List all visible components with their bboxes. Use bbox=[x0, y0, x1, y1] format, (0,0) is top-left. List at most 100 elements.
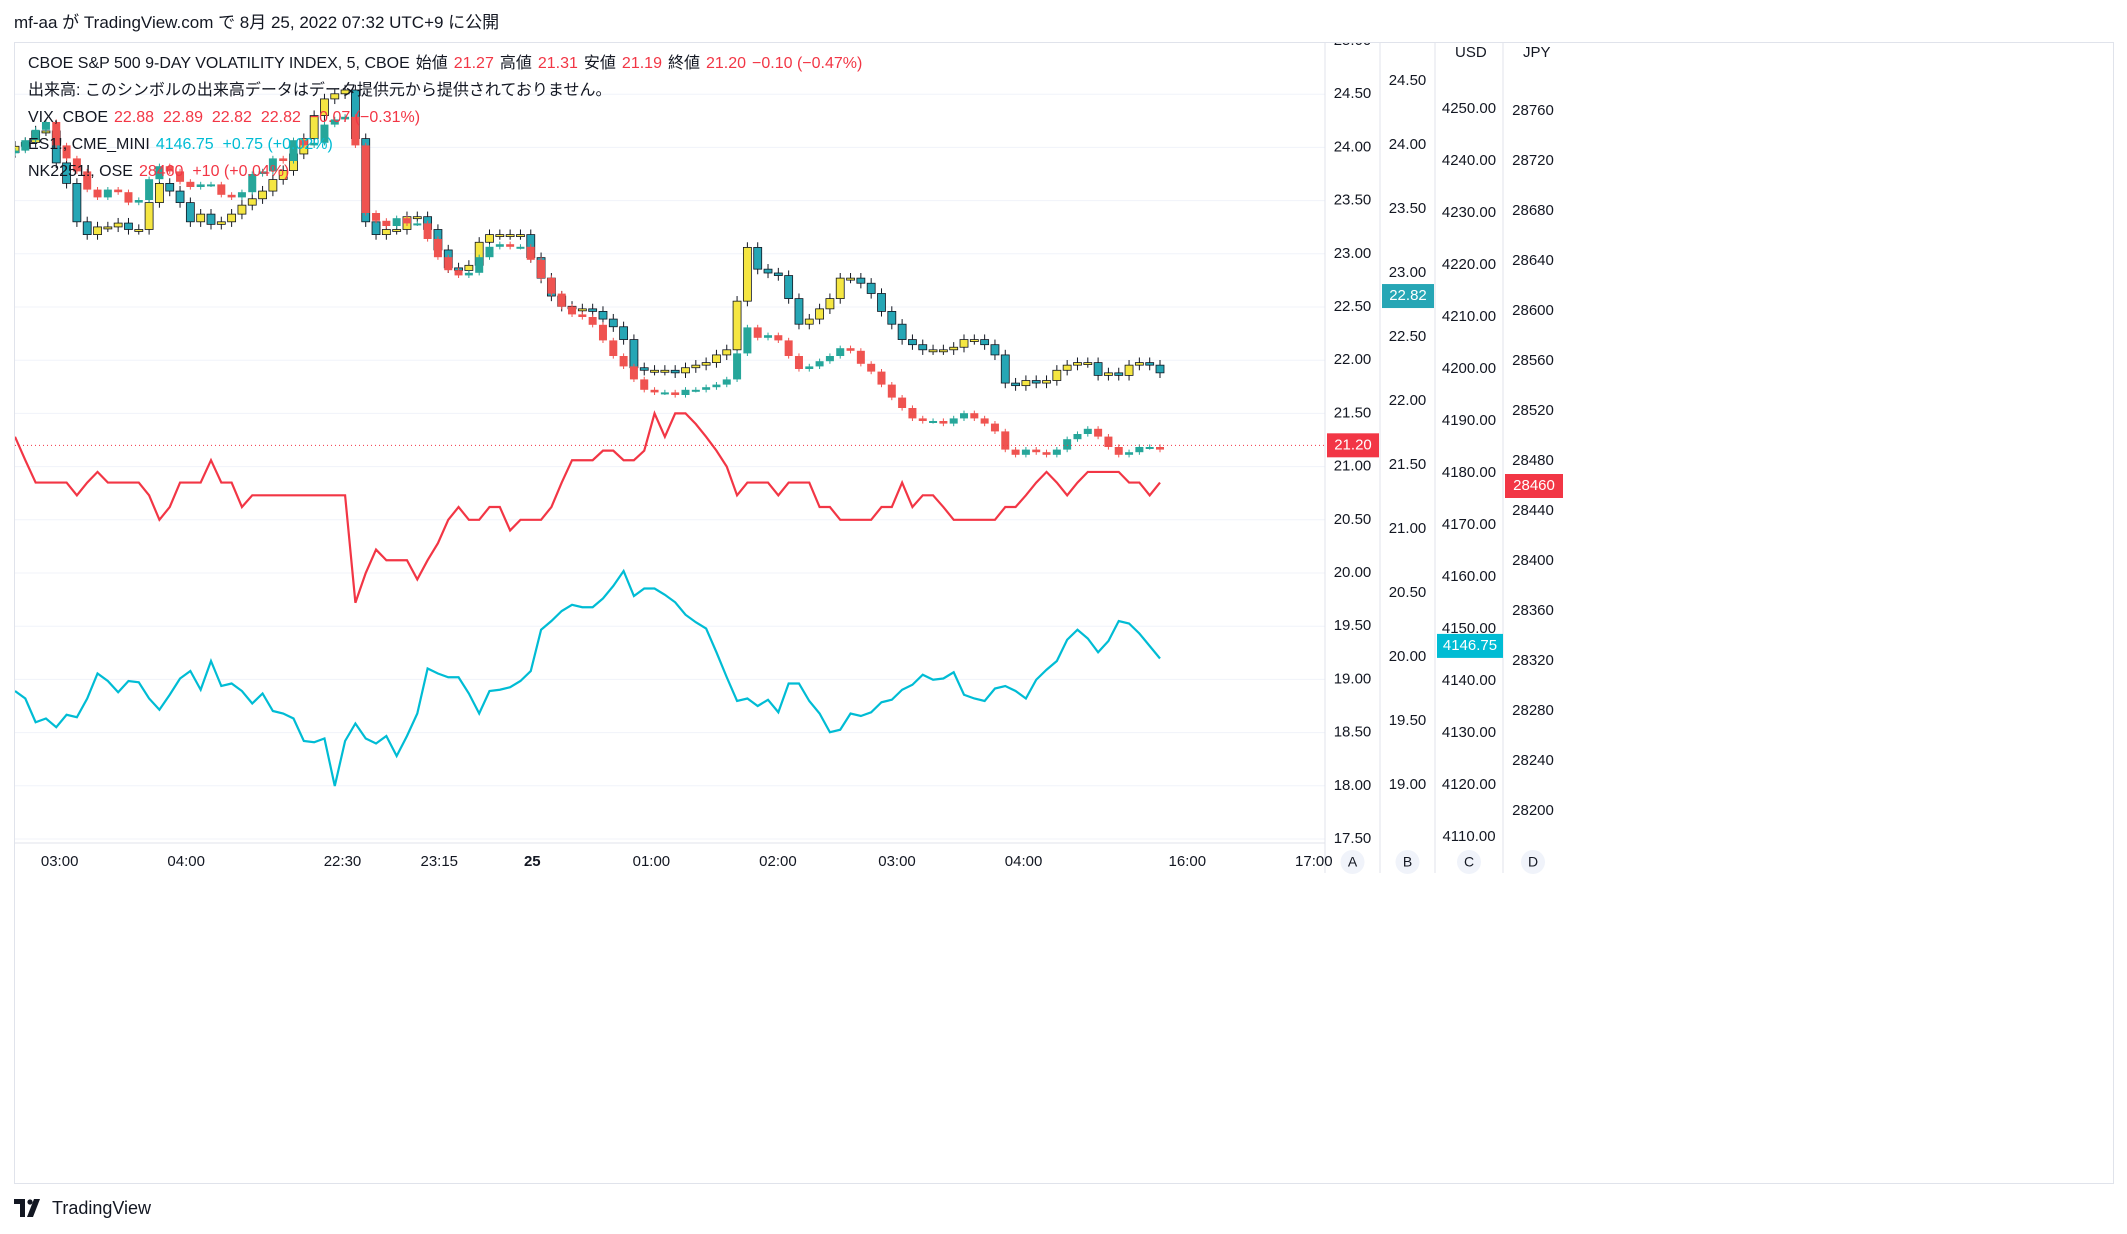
axis-c-tick: 4130.00 bbox=[1442, 724, 1496, 741]
time-tick-label: 23:15 bbox=[420, 853, 458, 870]
es-candle bbox=[485, 246, 494, 258]
es-candle bbox=[980, 418, 989, 424]
es-candle bbox=[382, 220, 391, 226]
es-candle bbox=[794, 356, 803, 369]
vix-candle bbox=[773, 272, 783, 276]
axis-c-tick: 4140.00 bbox=[1442, 672, 1496, 689]
scale-button[interactable] bbox=[1340, 850, 1365, 874]
vix-candle bbox=[278, 170, 288, 180]
es-candle bbox=[392, 218, 401, 226]
axis-a-tick: 24.00 bbox=[1334, 138, 1372, 155]
axis-b-tick: 19.00 bbox=[1389, 776, 1427, 793]
vix-candle bbox=[1011, 382, 1020, 387]
es-candle bbox=[299, 140, 308, 146]
es-candle bbox=[1032, 449, 1041, 453]
vix-candle bbox=[990, 344, 1000, 356]
vix-candle bbox=[1062, 364, 1072, 371]
vix-candle bbox=[1145, 362, 1155, 366]
scale-button[interactable] bbox=[1521, 850, 1545, 874]
es-candle bbox=[310, 142, 319, 146]
axis-a-tick: 23.50 bbox=[1334, 192, 1372, 209]
axis-b-tick: 21.00 bbox=[1389, 520, 1427, 537]
es-candle bbox=[712, 384, 721, 388]
es-candle bbox=[11, 150, 19, 154]
es-candle bbox=[258, 171, 267, 174]
vix-candle bbox=[608, 318, 618, 328]
vix-candle bbox=[835, 277, 845, 299]
axis-c-tick: 4110.00 bbox=[1442, 828, 1495, 845]
time-tick-label: 02:00 bbox=[759, 853, 797, 870]
es-candle bbox=[1042, 452, 1051, 455]
tag-vix-last: 22.82 bbox=[1389, 287, 1427, 304]
axis-d-tick: 28360 bbox=[1512, 602, 1554, 619]
axis-a-tick: 21.00 bbox=[1334, 458, 1372, 475]
axis-b-tick: 20.00 bbox=[1389, 648, 1427, 665]
es-candle bbox=[815, 361, 824, 367]
es-candle bbox=[588, 317, 597, 325]
vix-candle bbox=[846, 277, 855, 281]
vix-candle bbox=[598, 310, 608, 320]
axis-a-tick: 20.50 bbox=[1334, 511, 1372, 528]
vix-candle bbox=[464, 264, 474, 271]
axis-a-tick: 21.50 bbox=[1334, 404, 1372, 421]
price-axes[interactable]: 25.00 24.50 24.00 23.50 23.00 22.50 22.00 21.50… bbox=[1324, 32, 1563, 873]
es-candle bbox=[526, 246, 535, 260]
es-candle bbox=[1083, 428, 1092, 434]
vix-candle bbox=[1052, 369, 1062, 381]
legend-nk-values: 28460 +10 (+0.04%) bbox=[138, 163, 290, 180]
vix-candle bbox=[588, 308, 598, 312]
vix-candle bbox=[742, 246, 752, 302]
axis-d-tick: 28240 bbox=[1512, 752, 1554, 769]
axis-d-tick: 28680 bbox=[1512, 202, 1554, 219]
legend-close-label: 終値 bbox=[667, 55, 700, 72]
axis-a-tick: 20.00 bbox=[1334, 564, 1372, 581]
es-candle bbox=[423, 223, 432, 239]
es-candle bbox=[846, 348, 855, 351]
vix-candle bbox=[908, 339, 917, 346]
vix-candle bbox=[227, 213, 237, 223]
vix-candle bbox=[1155, 364, 1165, 374]
es-candle bbox=[877, 371, 886, 385]
scale-button[interactable] bbox=[1395, 850, 1420, 874]
vix-candle bbox=[712, 354, 721, 364]
es-candle bbox=[516, 246, 525, 249]
vix-candle bbox=[1134, 362, 1144, 366]
axis-d-tick: 28200 bbox=[1512, 802, 1554, 819]
es-candle bbox=[640, 379, 649, 390]
es-candle bbox=[454, 270, 463, 276]
es-candle bbox=[929, 421, 938, 423]
vix-candle bbox=[1031, 380, 1041, 384]
scale-button[interactable] bbox=[1457, 850, 1481, 874]
chart-svg[interactable]: 25.00 24.50 24.00 23.50 23.00 22.50 22.00 21.50… bbox=[10, 32, 2113, 1183]
vix-candle bbox=[938, 349, 948, 353]
es-candle bbox=[21, 140, 30, 151]
es-candle bbox=[547, 278, 556, 294]
es-candle bbox=[702, 387, 711, 390]
axis-a-tick: 18.50 bbox=[1334, 724, 1372, 741]
vix-candle bbox=[969, 339, 979, 342]
axis-c-tick: 4250.00 bbox=[1442, 100, 1496, 117]
axis-b-tick: 22.50 bbox=[1389, 328, 1427, 345]
axis-c-tick: 4190.00 bbox=[1442, 412, 1496, 429]
vix-candle bbox=[165, 182, 175, 192]
legend-nk-row: NK2251!, OSE 28460 +10 (+0.04%) bbox=[28, 158, 868, 185]
vix-candle bbox=[650, 369, 659, 373]
axis-a-tick: 25.00 bbox=[1334, 43, 1372, 49]
vix-candle bbox=[897, 323, 907, 340]
vix9d-line-path bbox=[13, 410, 1161, 604]
axis-c-tick: 4240.00 bbox=[1442, 152, 1496, 169]
time-axis[interactable]: 03:00 04:00 22:30 23:15 25 01:00 02:00 03:00 04:… bbox=[15, 842, 1545, 874]
axis-d-tick: 28400 bbox=[1512, 552, 1554, 569]
es-candle bbox=[1094, 428, 1103, 437]
footer[interactable]: TradingView bbox=[14, 1192, 151, 1224]
vix-candle bbox=[495, 234, 505, 238]
vix-candle bbox=[763, 268, 773, 274]
es-candle bbox=[114, 189, 123, 193]
es-candle bbox=[578, 314, 587, 317]
vix-candle bbox=[784, 275, 794, 299]
chart-frame[interactable]: 25.00 24.50 24.00 23.50 23.00 22.50 22.00 21.50… bbox=[10, 32, 2114, 1184]
es-candle bbox=[1021, 449, 1030, 455]
vix-candle bbox=[505, 234, 515, 238]
vix-candle bbox=[949, 346, 959, 351]
time-tick-label: 03:00 bbox=[878, 853, 916, 870]
